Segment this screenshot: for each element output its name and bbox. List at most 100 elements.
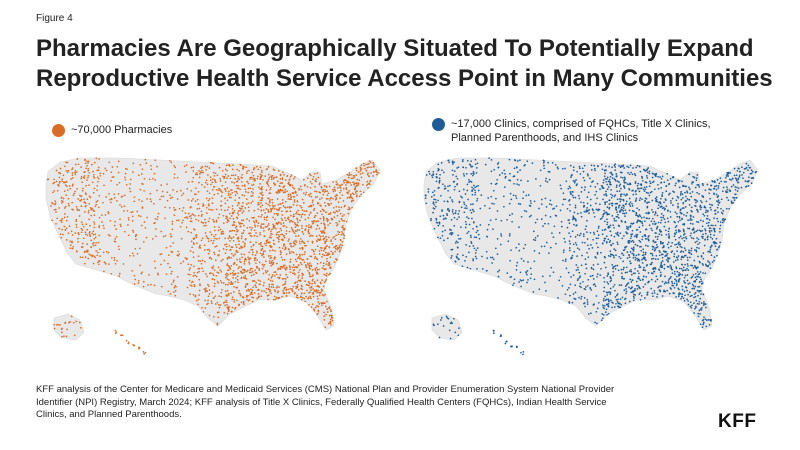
pharmacies-location-dot [187,212,190,215]
pharmacies-location-dot [282,222,285,224]
pharmacies-location-dot [208,198,211,200]
pharmacies-location-dot [338,206,340,208]
clinics-location-dot [440,162,443,164]
clinics-location-dot [709,236,712,239]
pharmacies-location-dot [281,189,284,192]
pharmacies-location-dot [278,246,281,249]
pharmacies-location-dot [227,237,230,240]
clinics-location-dot [623,212,626,215]
clinics-location-dot [720,211,723,214]
pharmacies-location-dot [134,278,137,281]
pharmacies-location-dot [196,271,199,274]
clinics-location-dot [592,180,594,182]
pharmacies-location-dot [204,218,206,221]
clinics-location-dot [623,193,625,196]
pharmacies-location-dot [53,189,56,192]
pharmacies-location-dot [321,253,324,256]
pharmacies-location-dot [169,245,172,248]
clinics-location-dot [465,166,467,169]
pharmacies-location-dot [321,256,323,258]
pharmacies-location-dot [142,285,145,288]
pharmacies-location-dot [160,263,162,266]
pharmacies-location-dot [207,240,210,243]
pharmacies-location-dot [287,288,290,291]
pharmacies-location-dot [282,290,284,292]
clinics-location-dot [580,215,583,218]
pharmacies-location-dot [62,200,64,203]
pharmacies-location-dot [362,162,365,165]
clinics-location-dot [430,196,433,198]
pharmacies-location-dot [220,200,223,203]
pharmacies-location-dot [323,247,326,250]
pharmacies-location-dot [326,194,329,197]
pharmacies-location-dot [86,164,88,167]
pharmacies-location-dot [338,245,341,247]
pharmacies-location-dot [179,225,182,228]
clinics-location-dot [747,169,749,172]
clinics-location-dot [697,238,700,241]
legend-clinics: ~17,000 Clinics, comprised of FQHCs, Tit… [432,117,732,145]
clinics-location-dot [686,298,688,301]
pharmacies-location-dot [81,229,84,231]
clinics-location-dot [470,173,473,175]
clinics-location-dot [750,182,753,184]
pharmacies-location-dot [230,282,233,285]
clinics-location-dot [697,255,699,258]
clinics-location-dot [431,176,434,179]
clinics-location-dot [469,209,472,212]
pharmacies-location-dot [296,204,298,207]
pharmacies-location-dot [290,219,292,222]
pharmacies-location-dot [261,254,263,256]
pharmacies-location-dot [107,212,110,215]
pharmacies-location-dot [269,205,271,207]
clinics-location-dot [432,201,435,204]
pharmacies-location-dot [102,201,104,204]
clinics-location-dot [501,172,504,174]
pharmacies-location-dot [319,238,322,240]
pharmacies-location-dot [108,193,110,195]
pharmacies-location-dot [237,213,240,216]
pharmacies-location-dot [251,176,253,179]
clinics-location-dot [617,269,620,272]
pharmacies-location-dot [252,192,254,194]
pharmacies-location-dot [139,215,142,218]
pharmacies-location-dot [165,246,168,249]
clinics-location-dot [530,273,533,276]
pharmacies-location-dot [268,176,271,179]
pharmacies-location-dot [205,235,208,237]
pharmacies-location-dot [62,197,65,200]
clinics-location-dot [603,175,606,178]
clinics-location-dot [667,230,670,233]
pharmacies-location-dot [269,199,271,201]
clinics-location-dot [652,257,655,260]
pharmacies-location-dot [327,224,329,226]
pharmacies-location-dot [224,290,227,293]
clinics-location-dot [667,281,670,284]
pharmacies-location-dot [326,260,328,263]
pharmacies-location-dot [234,199,236,202]
pharmacies-location-dot [253,229,256,232]
pharmacies-location-dot [254,269,256,272]
pharmacies-location-dot [72,167,74,169]
pharmacies-location-dot [132,343,135,346]
clinics-location-dot [675,212,678,215]
pharmacies-location-dot [263,218,266,221]
clinics-location-dot [716,248,719,251]
clinics-location-dot [699,297,702,300]
clinics-location-dot [593,167,596,170]
clinics-location-dot [702,195,704,198]
clinics-location-dot [460,206,463,209]
pharmacies-location-dot [288,291,291,294]
pharmacies-location-dot [319,217,322,220]
clinics-location-dot [613,235,616,238]
clinics-location-dot [671,197,674,200]
clinics-location-dot [700,280,703,283]
pharmacies-location-dot [287,240,290,242]
clinics-location-dot [657,207,659,210]
clinics-location-dot [576,212,579,215]
clinics-location-dot [449,337,452,340]
pharmacies-location-dot [250,267,252,270]
clinics-location-dot [709,233,712,236]
pharmacies-location-dot [199,247,202,249]
pharmacies-location-dot [330,315,333,317]
